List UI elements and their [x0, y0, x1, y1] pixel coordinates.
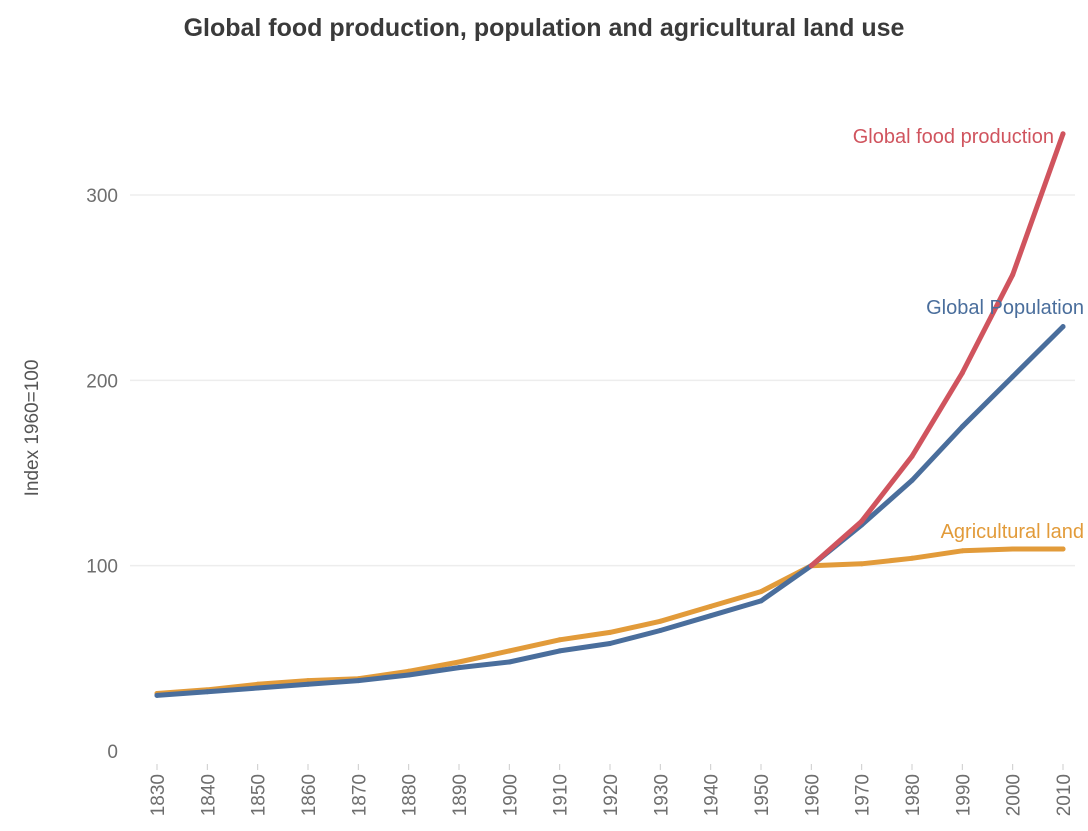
x-tick-label: 1980 [903, 774, 924, 816]
data-point [959, 424, 965, 430]
data-point [305, 681, 311, 687]
x-tick-label: 1860 [299, 774, 320, 816]
x-tick-label: 1900 [500, 774, 521, 816]
data-point [1060, 324, 1066, 330]
x-tick-label: 1990 [953, 774, 974, 816]
data-point [506, 648, 512, 654]
x-tick-label: 2000 [1004, 774, 1025, 816]
data-point [708, 603, 714, 609]
y-axis-label: Index 1960=100 [22, 360, 43, 497]
y-axis-ticks: 0 100 200 300 [86, 186, 118, 763]
y-tick-label: 200 [86, 371, 118, 392]
x-tick-label: 1960 [802, 774, 823, 816]
data-point [204, 689, 210, 695]
x-tick-label: 1950 [752, 774, 773, 816]
data-point [607, 641, 613, 647]
data-point [1010, 546, 1016, 552]
series-line-agricultural-land [154, 546, 1066, 696]
data-point [456, 665, 462, 671]
x-tick-label: 1880 [400, 774, 421, 816]
data-point [557, 637, 563, 643]
x-tick-label: 1870 [349, 774, 370, 816]
x-tick-label: 1830 [148, 774, 169, 816]
data-point [1010, 272, 1016, 278]
data-point [808, 563, 814, 569]
data-point [708, 613, 714, 619]
x-tick-label: 1970 [853, 774, 874, 816]
series-label-global-population: Global Population [926, 297, 1084, 319]
data-point [557, 648, 563, 654]
data-point [1060, 131, 1066, 137]
gridlines [130, 194, 1075, 567]
series-label-agricultural-land: Agricultural land [941, 521, 1084, 543]
data-point [355, 678, 361, 684]
series-lines [154, 131, 1066, 698]
series-label-global-food-production: Global food production [853, 126, 1054, 148]
x-tick-label: 1890 [450, 774, 471, 816]
chart-title: Global food production, population and a… [183, 14, 905, 42]
data-point [607, 629, 613, 635]
y-tick-label: 100 [86, 557, 118, 578]
data-point [1010, 374, 1016, 380]
series-line-global-population [154, 324, 1066, 698]
data-point [406, 672, 412, 678]
data-point [1060, 546, 1066, 552]
data-point [959, 370, 965, 376]
data-point [758, 589, 764, 595]
data-point [959, 548, 965, 554]
y-tick-label: 0 [107, 742, 118, 763]
data-point [506, 659, 512, 665]
data-point [909, 555, 915, 561]
x-tick-label: 1910 [551, 774, 572, 816]
x-tick-label: 1940 [702, 774, 723, 816]
x-tick-label: 1850 [249, 774, 270, 816]
data-point [154, 692, 160, 698]
x-tick-label: 2010 [1054, 774, 1075, 816]
data-point [909, 477, 915, 483]
series-line-global-food-production [808, 131, 1066, 569]
data-point [859, 561, 865, 567]
data-point [758, 598, 764, 604]
x-tick-label: 1930 [651, 774, 672, 816]
x-axis-ticks: 1830 1840 1850 1860 1870 1880 1890 1900 1910 1920… [148, 764, 1075, 816]
data-point [255, 685, 261, 691]
series-labels: Agricultural land Global Population Global… [853, 126, 1084, 543]
data-point [456, 659, 462, 665]
y-tick-label: 300 [86, 186, 118, 207]
data-point [657, 618, 663, 624]
x-tick-label: 1840 [198, 774, 219, 816]
data-point [859, 518, 865, 524]
data-point [909, 453, 915, 459]
data-point [657, 628, 663, 634]
x-tick-label: 1920 [601, 774, 622, 816]
